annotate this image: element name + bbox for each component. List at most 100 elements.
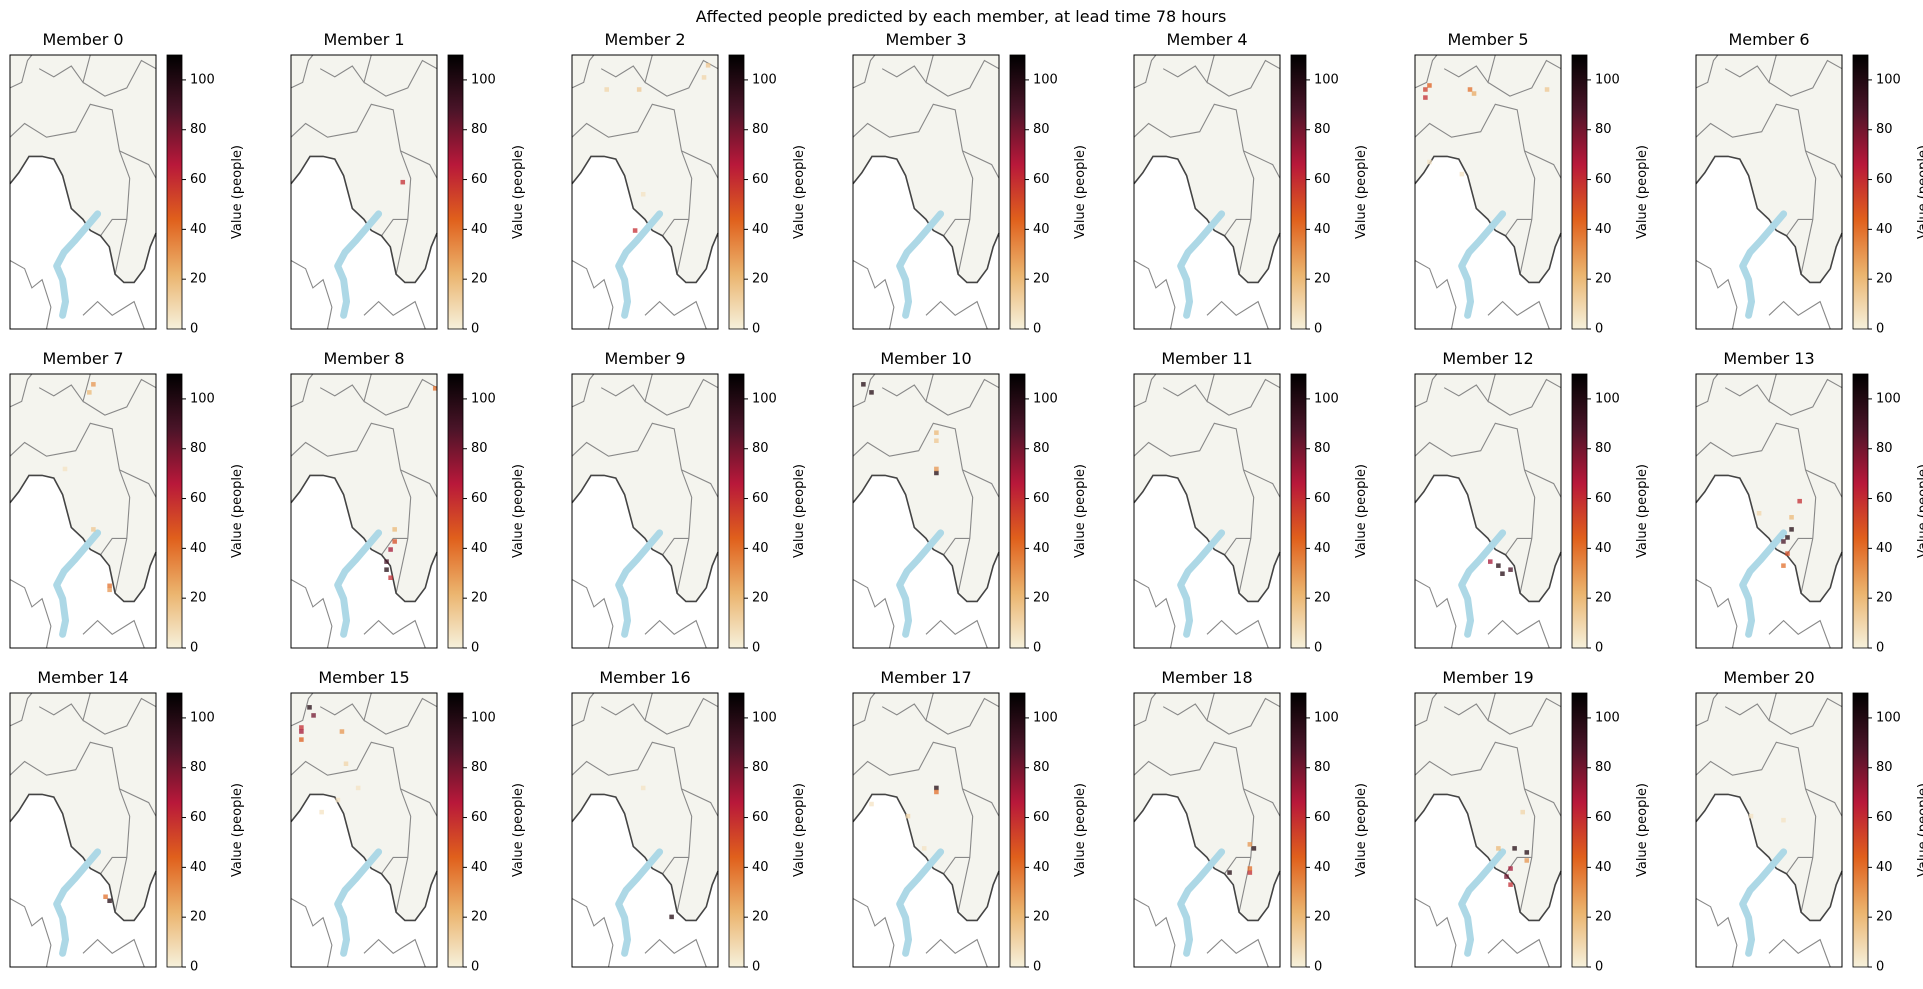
colorbar-label: Value (people) — [792, 783, 807, 877]
land — [10, 374, 156, 602]
colorbar-tick-label: 100 — [752, 710, 777, 725]
colorbar-tick-label: 60 — [752, 172, 769, 187]
region-border — [925, 378, 1000, 416]
affected-cell — [1247, 870, 1253, 875]
region-border — [9, 103, 131, 275]
region-border — [1414, 54, 1438, 89]
lake — [1177, 848, 1226, 957]
colorbar-label: Value (people) — [1635, 783, 1650, 877]
colorbar — [1571, 373, 1588, 649]
region-border — [943, 856, 970, 875]
region-border — [363, 59, 438, 97]
colorbar-tick-label: 20 — [190, 591, 207, 606]
country-border — [1414, 474, 1562, 603]
region-border — [1524, 469, 1562, 498]
colorbar — [1290, 692, 1307, 968]
colorbar — [166, 692, 183, 968]
region-border — [881, 54, 934, 84]
region-border — [1224, 218, 1251, 237]
colorbar-tick-label: 100 — [190, 710, 215, 725]
region-border — [290, 422, 412, 594]
region-border — [1487, 697, 1562, 735]
region-border — [100, 537, 127, 556]
land — [572, 693, 718, 921]
colorbar-label: Value (people) — [230, 783, 245, 877]
region-border — [1695, 54, 1719, 89]
region-border — [644, 378, 719, 416]
affected-cell — [934, 430, 939, 435]
land — [1415, 693, 1561, 921]
panel-title: Member 1 — [323, 30, 404, 49]
colorbar-label: Value (people) — [1635, 464, 1650, 558]
region-border — [1695, 692, 1719, 727]
colorbar-tick-label: 20 — [1314, 910, 1331, 925]
colorbar-tick-label: 60 — [1033, 810, 1050, 825]
affected-cell — [1508, 866, 1513, 871]
lake — [1458, 529, 1507, 638]
region-border — [1768, 619, 1831, 649]
affected-cell — [1544, 87, 1550, 92]
lake — [1458, 210, 1507, 319]
affected-cell — [1423, 87, 1428, 92]
affected-cell — [91, 527, 96, 532]
region-border — [1443, 54, 1496, 84]
affected-cell — [299, 737, 304, 742]
colorbar-tick-label: 40 — [190, 222, 207, 237]
affected-cell — [388, 575, 393, 580]
land — [572, 55, 718, 283]
region-border — [925, 619, 988, 649]
colorbar-tick-label: 100 — [1595, 72, 1620, 87]
colorbar — [728, 692, 745, 968]
colorbar — [1009, 692, 1026, 968]
colorbar-tick-label: 80 — [471, 122, 488, 137]
colorbar-tick-label: 0 — [471, 322, 479, 337]
colorbar-label: Value (people) — [1073, 464, 1088, 558]
region-border — [1443, 373, 1496, 403]
affected-cell — [1785, 535, 1790, 540]
affected-cell — [1512, 846, 1517, 851]
panel-title: Member 2 — [604, 30, 685, 49]
region-border — [1206, 938, 1269, 968]
region-border — [1162, 373, 1215, 403]
region-border — [1805, 469, 1843, 498]
affected-cell — [1797, 498, 1802, 504]
colorbar-tick-label: 80 — [1314, 122, 1331, 137]
colorbar-tick-label: 40 — [1595, 222, 1612, 237]
colorbar-tick-label: 40 — [190, 860, 207, 875]
colorbar-label: Value (people) — [1916, 464, 1923, 558]
region-border — [363, 300, 426, 330]
affected-cell — [636, 87, 642, 92]
colorbar-tick-label: 60 — [471, 810, 488, 825]
map-frame — [1414, 373, 1562, 649]
colorbar-tick-label: 100 — [1314, 72, 1339, 87]
affected-cell — [1467, 87, 1473, 92]
colorbar-tick-label: 0 — [752, 960, 760, 975]
colorbar-tick-label: 0 — [1595, 641, 1603, 656]
region-border — [571, 741, 693, 913]
colorbar-label: Value (people) — [1916, 783, 1923, 877]
panel-title: Member 10 — [880, 349, 971, 368]
colorbar-tick-label: 100 — [1314, 391, 1339, 406]
affected-cell — [1520, 809, 1525, 815]
panel-title: Member 6 — [1728, 30, 1809, 49]
lake — [1177, 529, 1226, 638]
land — [291, 693, 437, 921]
affected-cell — [632, 228, 638, 233]
colorbar-tick-label: 100 — [752, 72, 777, 87]
colorbar-tick-label: 40 — [1033, 541, 1050, 556]
affected-cell — [1748, 813, 1754, 819]
affected-cell — [934, 789, 939, 795]
affected-cell — [1789, 527, 1794, 532]
colorbar-tick-label: 0 — [1314, 322, 1322, 337]
colorbar-tick-label: 80 — [471, 760, 488, 775]
region-border — [852, 579, 895, 649]
colorbar-tick-label: 40 — [1876, 222, 1893, 237]
region-border — [290, 103, 412, 275]
colorbar-label: Value (people) — [511, 145, 526, 239]
affected-cell — [335, 797, 341, 803]
lake — [334, 529, 383, 638]
region-border — [1786, 537, 1813, 556]
region-border — [1133, 422, 1255, 594]
colorbar-tick-label: 20 — [190, 910, 207, 925]
region-border — [1414, 422, 1536, 594]
